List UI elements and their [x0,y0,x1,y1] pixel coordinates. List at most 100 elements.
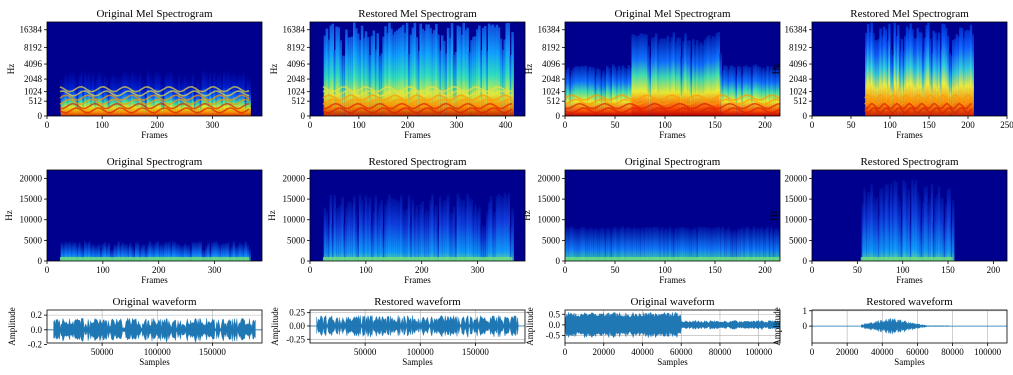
spectrogram-column [503,192,507,261]
spectrogram-column [920,32,923,116]
spectrogram-column [913,183,916,261]
spectrogram-column [191,242,195,261]
spectrogram-column [861,203,865,261]
spectrogram-column [176,79,179,116]
y-tick-label: 0 [556,256,561,266]
x-axis-label: Frames [896,130,923,140]
spectrogram-column [409,34,413,116]
axes-frame [46,169,263,262]
spectrogram-column [613,66,617,116]
plot-area [47,22,262,116]
spectrogram-column [952,39,955,116]
spectrogram-column [596,68,599,116]
x-tick-label: 80000 [709,347,732,357]
spectrogram-column [934,32,937,116]
spectrogram-column [586,70,590,116]
spectrogram-column [588,228,592,261]
spectrogram-column [962,37,966,116]
spectrogram-column [609,73,613,116]
y-tick-label: 1024 [789,87,808,97]
spectrogram-column [156,241,160,261]
spectrogram-column [138,71,142,116]
y-tick-label: 0.5 [549,309,561,319]
spectrogram-column [686,227,689,261]
spectrogram-column [456,25,460,116]
spectrogram-column [219,245,222,261]
spectrogram-column [937,32,941,116]
spectrogram-column [615,228,619,261]
spectrogram-column [91,70,95,116]
spectrogram-column [756,65,760,116]
spectrogram-column [411,199,415,261]
spectrogram-column [694,44,697,116]
spectrogram-column [948,53,951,116]
spectrogram-column [740,227,744,261]
spectrogram-column [388,194,391,261]
y-tick-label: 0.25 [289,308,305,318]
spectrogram-column [966,29,969,116]
spectrogram-column [240,243,244,261]
spectrogram-column [752,226,756,261]
spectrogram-column [729,65,732,116]
spectrogram-column [493,27,497,116]
spectrogram-column [107,243,111,261]
spectrogram-column [758,229,762,261]
spectrogram-column [886,40,889,116]
spectrogram-column [396,200,399,261]
spectrogram-column [495,24,499,116]
spectrogram-column [946,35,950,116]
spectrogram-column [325,211,329,261]
spectrogram-column [909,221,912,261]
axes-frame [564,309,781,344]
spectrogram-column [952,199,955,261]
spectrogram-column [66,243,70,261]
spectrogram-column [158,245,161,261]
y-tick-label: 512 [29,96,43,106]
x-tick-label: 150000 [462,347,490,357]
spectrogram-column [719,52,722,116]
y-tick-label: 8192 [24,42,42,52]
spectrogram-column [731,65,734,116]
y-tick-label: 10000 [20,215,43,225]
spectrogram-column [472,211,475,261]
spectrogram-column [760,69,764,116]
spectrogram-column [78,72,81,116]
spectrogram-column [399,27,403,116]
y-tick-label: 4096 [789,59,808,69]
spectrogram-column [111,249,115,261]
spectrogram-column [458,197,462,261]
spectrogram-column [123,243,126,261]
spectrogram-column [768,231,771,261]
spectrogram-column [891,54,895,116]
spectrogram-column [580,65,584,116]
spectrogram-column [895,181,898,261]
spectrogram-column [707,227,711,261]
spectrogram-column [733,229,736,261]
spectrogram-column [433,29,436,116]
spectrogram-column [323,207,327,261]
y-tick-label: 4096 [542,59,561,69]
y-tick-label: 512 [292,96,306,106]
spectrogram-column [244,85,247,116]
x-tick-label: 150 [708,120,722,130]
spectrogram-column [478,25,481,116]
spectrogram-column [778,229,780,261]
spectrogram-column [721,69,724,116]
spectrogram-column [678,227,681,261]
spectrogram-column [621,226,625,261]
spectrogram-column [721,226,724,261]
spectrogram-column [234,245,238,261]
x-tick-label: 200 [415,265,429,275]
spectrogram-column [672,231,676,261]
axes-frame [309,21,526,117]
harmonic-band [322,98,513,106]
spectrogram-column [62,244,66,261]
spectrogram-column [84,69,87,116]
harmonic-band [59,102,250,110]
spectrogram-column [886,184,889,261]
subplot-linear-orig2: Original Spectrogram 0 50 100 150 200 0 5000 100… [522,156,781,285]
spectrogram-column [325,28,329,116]
spectrogram-column [900,38,904,116]
spectrogram-column [717,226,721,261]
spectrogram-column [372,210,376,261]
